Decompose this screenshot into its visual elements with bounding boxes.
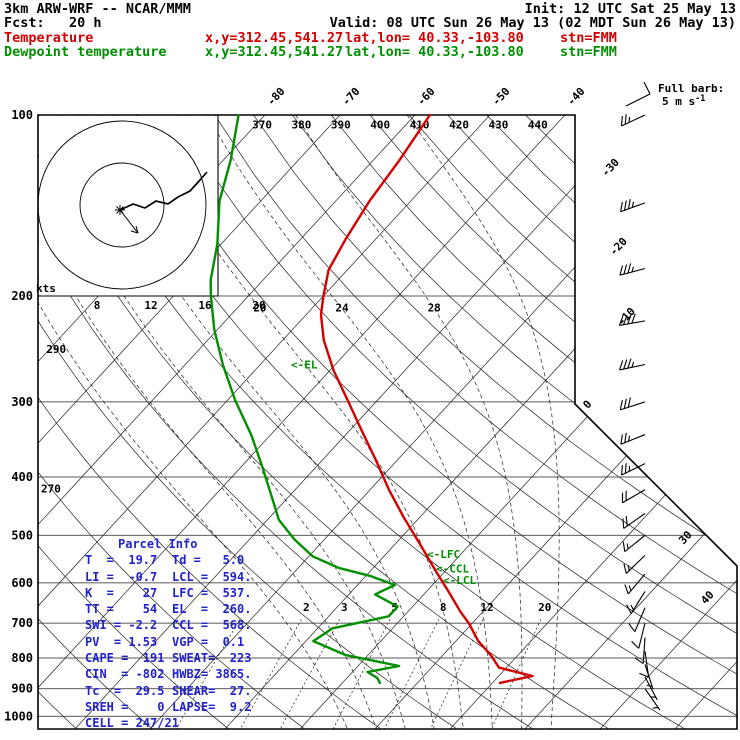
barb-legend-icon xyxy=(625,93,651,107)
moist-adiabat-label: 28 xyxy=(428,302,441,315)
moist-adiabat-label: 20 xyxy=(253,302,266,315)
pressure-label: 1000 xyxy=(4,709,33,723)
storm-motion-arrowhead xyxy=(130,225,139,234)
temp-label-right: -20 xyxy=(607,235,630,258)
parcel-info-row: K = 27 LFC = 537. xyxy=(85,585,252,600)
hodograph-scale-label: 16 xyxy=(198,299,212,312)
theta-label-left: 290 xyxy=(46,343,66,356)
annotation-ccl: <-CCL xyxy=(436,563,469,576)
theta-label-top: 420 xyxy=(449,119,469,132)
parcel-info-row: CAPE = 191 SWEAT= 223 xyxy=(85,651,252,666)
temperature-curve xyxy=(319,113,534,685)
hodograph-scale-label: 12 xyxy=(144,299,157,312)
hodograph-inset xyxy=(37,115,219,297)
mixing-ratio-label: 2 xyxy=(303,601,310,614)
barb-legend-icon xyxy=(643,81,651,95)
parcel-info-row: LI = -0.7 LCL = 594. xyxy=(85,569,252,584)
temperature-legend-row: Temperature x,y=312.45,541.27 lat,lon= 4… xyxy=(0,30,740,46)
hodograph-border xyxy=(38,115,219,297)
mixing-ratio-label: 5 xyxy=(391,601,398,614)
moist-adiabat-label: 24 xyxy=(335,302,349,315)
parcel-info-row: PV = 1.53 VGP = 0.1 xyxy=(85,634,245,649)
temp-label-right: -30 xyxy=(599,156,622,179)
temp-label-top: -60 xyxy=(415,85,438,108)
pressure-label: 300 xyxy=(11,395,33,409)
parcel-info-footer: CELL = 247/21 xyxy=(85,716,179,731)
dewpoint-xy: x,y=312.45,541.27 xyxy=(205,44,344,60)
hodograph-trace xyxy=(119,171,208,211)
theta-label-top: 380 xyxy=(292,119,312,132)
annotation-lfc: <-LFC xyxy=(427,548,460,561)
dewpoint-legend-row: Dewpoint temperature x,y=312.45,541.27 l… xyxy=(0,44,740,60)
forecast-hour: Fcst: 20 h xyxy=(4,15,102,31)
pressure-label: 200 xyxy=(11,289,33,303)
annotation-lcl: <-LCL xyxy=(443,574,476,587)
hodograph-scale-label: 20 xyxy=(252,299,265,312)
temp-label-top: -40 xyxy=(565,85,588,108)
barb-legend: Full barb:5 m s-1 xyxy=(625,81,724,108)
theta-label-top: 440 xyxy=(528,119,548,132)
theta-label-top: 370 xyxy=(252,119,272,132)
parcel-info-title: Parcel Info xyxy=(118,537,198,551)
mixing-ratio-label: 20 xyxy=(538,601,551,614)
temperature-legend-label: Temperature xyxy=(4,30,94,46)
temp-label-right: 0 xyxy=(580,398,594,412)
header-row-2: Fcst: 20 h Valid: 08 UTC Sun 26 May 13 (… xyxy=(0,15,740,31)
theta-label-top: 430 xyxy=(488,119,508,132)
model-title: 3km ARW-WRF -- NCAR/MMM xyxy=(4,1,191,17)
pressure-label: 100 xyxy=(11,108,33,122)
pressure-label: 500 xyxy=(11,528,33,542)
temp-label-top: -50 xyxy=(490,85,513,108)
temp-label-right: 30 xyxy=(676,528,695,547)
hodograph-ring-inner xyxy=(79,162,165,248)
barb-legend-line2: 5 m s-1 xyxy=(662,94,705,108)
pressure-label: 800 xyxy=(11,651,33,665)
temp-label-right: 40 xyxy=(698,588,717,607)
temp-label-top: -70 xyxy=(340,85,363,108)
pressure-label: 700 xyxy=(11,616,33,630)
annotation-el: <-EL xyxy=(291,359,318,372)
theta-label-top: 390 xyxy=(331,119,351,132)
plot-border xyxy=(37,114,738,730)
header-row-1: 3km ARW-WRF -- NCAR/MMM Init: 12 UTC Sat… xyxy=(0,1,740,17)
kts-label: kts xyxy=(36,282,56,295)
hodograph-scale-label: 8 xyxy=(94,299,101,312)
parcel-info-row: T = 19.7 Td = 5.0 xyxy=(85,553,245,568)
barb-legend-line1: Full barb: xyxy=(658,82,724,95)
parcel-info-row: CIN = -802 HWBZ= 3865. xyxy=(85,667,252,682)
temperature-xy: x,y=312.45,541.27 xyxy=(205,30,344,46)
dewpoint-station: stn=FMM xyxy=(560,44,617,60)
theta-label-left: 270 xyxy=(41,482,61,495)
dewpoint-legend-label: Dewpoint temperature xyxy=(4,44,167,60)
wind-barb-column xyxy=(618,114,661,711)
parcel-info-row: SWI = -2.2 CCL = 568. xyxy=(85,618,252,633)
storm-motion-vector xyxy=(119,209,139,234)
mixing-ratio-label: 3 xyxy=(341,601,348,614)
temp-label-top: -80 xyxy=(265,85,288,108)
temperature-station: stn=FMM xyxy=(560,30,617,46)
init-time: Init: 12 UTC Sat 25 May 13 xyxy=(524,1,736,17)
parcel-info-row: TT = 54 EL = 260. xyxy=(85,602,252,617)
mixing-ratio-label: 12 xyxy=(480,601,493,614)
mixing-ratio-label: 8 xyxy=(440,601,447,614)
valid-time: Valid: 08 UTC Sun 26 May 13 (02 MDT Sun … xyxy=(329,15,736,31)
parcel-info-row: Tc = 29.5 SHEAR= 27. xyxy=(85,683,252,698)
parcel-info-panel: Parcel Info T = 19.7 Td = 5.0 LI = -0.7 LCL … xyxy=(85,536,251,732)
pressure-label: 400 xyxy=(11,470,33,484)
pressure-label: 900 xyxy=(11,682,33,696)
dewpoint-curve xyxy=(209,113,401,685)
dewpoint-latlon: lat,lon= 40.33,-103.80 xyxy=(345,44,524,60)
pressure-label: 600 xyxy=(11,576,33,590)
temperature-latlon: lat,lon= 40.33,-103.80 xyxy=(345,30,524,46)
parcel-info-row: SREH = 0 LAPSE= 9.2 xyxy=(85,699,252,714)
theta-label-top: 400 xyxy=(370,119,390,132)
